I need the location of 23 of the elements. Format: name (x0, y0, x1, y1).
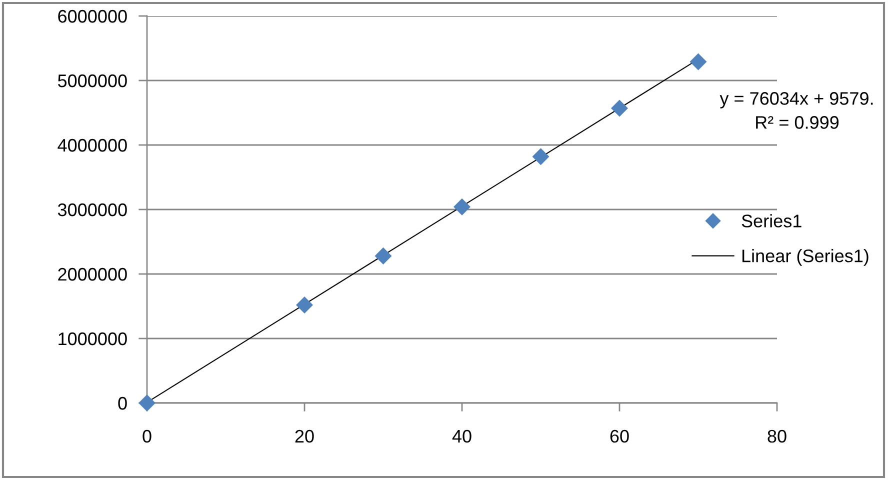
legend-label: Series1 (742, 214, 802, 228)
x-tick-label: 20 (295, 430, 314, 443)
y-tick-label: 0 (118, 396, 127, 410)
x-tick-label: 0 (142, 430, 152, 443)
point (690, 53, 707, 70)
point (453, 198, 471, 216)
y-tick-label: 5000000 (58, 74, 127, 88)
point (532, 148, 550, 166)
y-tick-label: 6000000 (58, 10, 127, 23)
point (374, 247, 392, 264)
x-tick-label: 60 (610, 430, 629, 443)
y-tick-label: 2000000 (58, 268, 127, 281)
legend-label: Linear (Series1) (742, 249, 868, 266)
annotation: R² = 0.999 (756, 116, 839, 129)
point (138, 394, 156, 412)
y-tick-label: 3000000 (58, 203, 127, 216)
annotation: y = 76034x + 9579. (720, 92, 873, 108)
x-tick-label: 40 (452, 430, 472, 443)
y-tick-label: 1000000 (58, 332, 127, 346)
x-tick-label: 80 (768, 430, 786, 443)
point (296, 296, 314, 314)
point (610, 100, 628, 117)
y-tick-label: 4000000 (58, 138, 127, 152)
